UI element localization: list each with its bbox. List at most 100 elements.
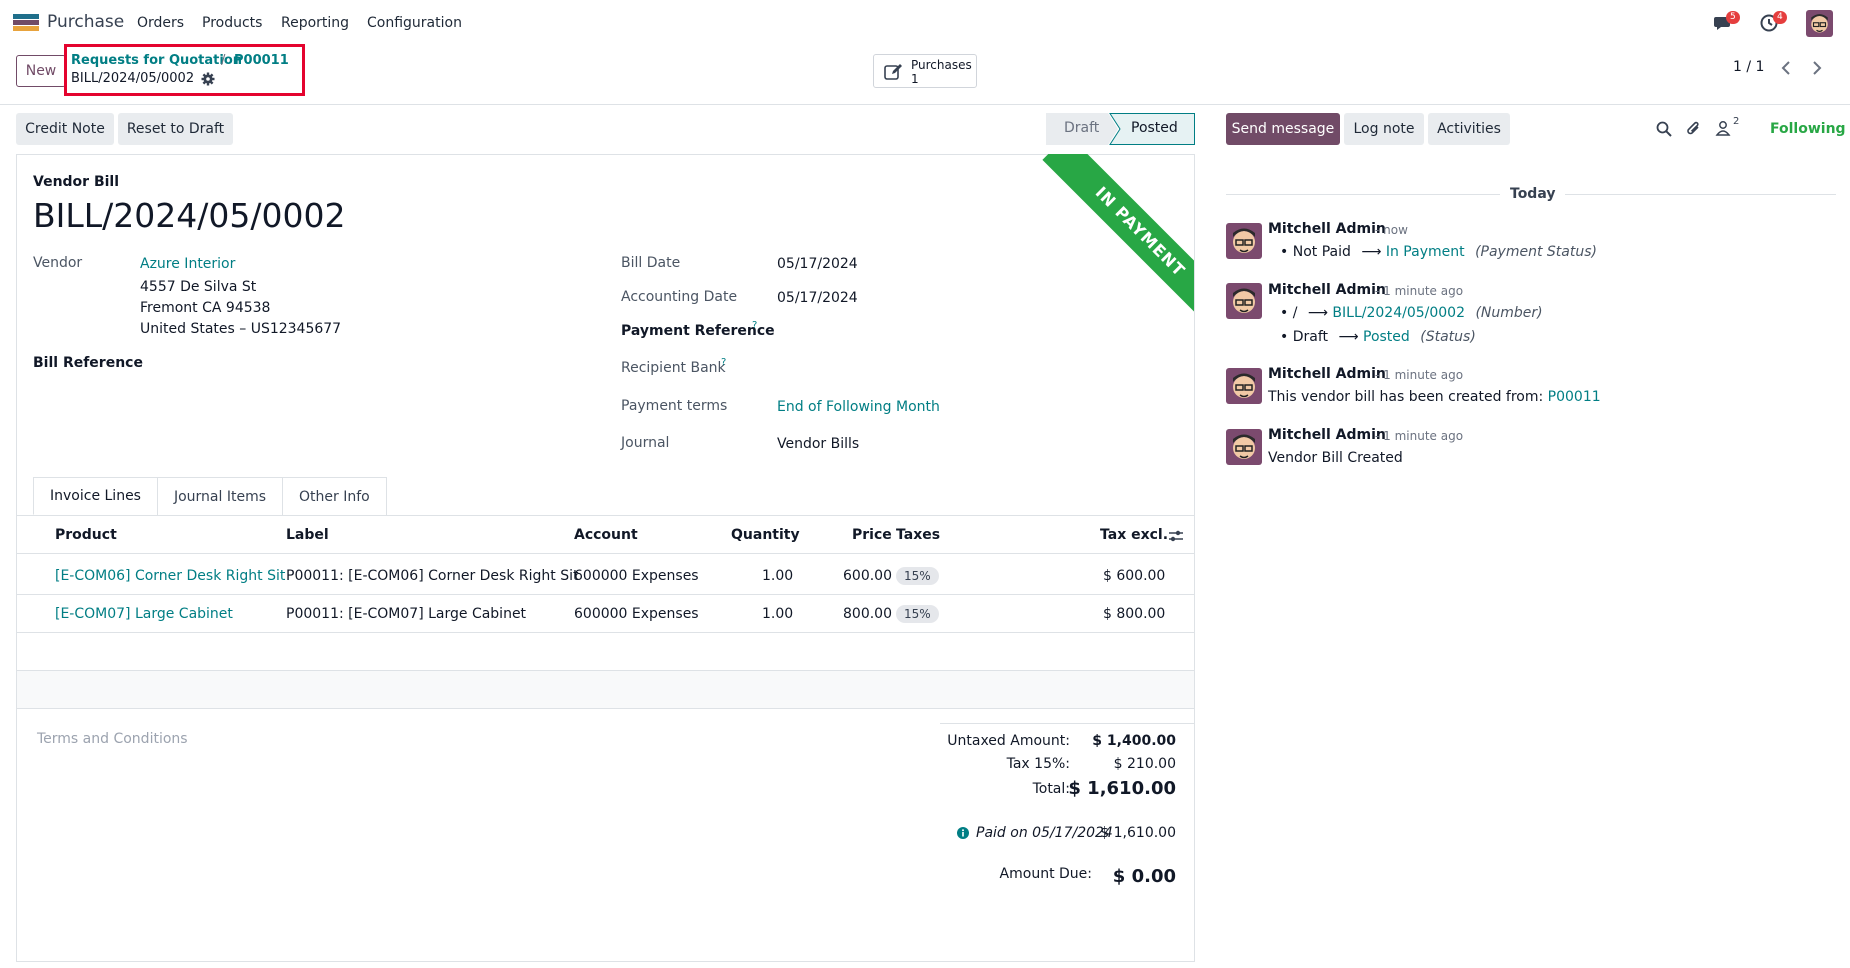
bill-reference-input[interactable]	[140, 352, 580, 376]
message-tracking: • / ⟶ BILL/2024/05/0002 (Number)	[1280, 305, 1543, 321]
col-tax-excl[interactable]: Tax excl.	[1100, 527, 1169, 543]
journal-label: Journal	[621, 435, 670, 451]
accounting-date-value[interactable]: 05/17/2024	[777, 290, 858, 306]
followers-icon[interactable]	[1715, 120, 1731, 140]
menu-orders[interactable]: Orders	[137, 15, 185, 31]
col-quantity[interactable]: Quantity	[731, 527, 800, 543]
col-product[interactable]: Product	[55, 527, 117, 543]
journal-value[interactable]: Vendor Bills	[777, 436, 860, 452]
tax-value: $ 210.00	[1113, 756, 1176, 772]
status-posted[interactable]: Posted	[1131, 120, 1178, 136]
row-divider	[17, 632, 1194, 633]
tracking-field: (Number)	[1475, 305, 1543, 321]
row-product[interactable]: [E-COM07] Large Cabinet	[55, 606, 233, 622]
avatar[interactable]	[1226, 223, 1262, 259]
row-price[interactable]: 800.00	[843, 606, 892, 622]
row-divider	[17, 594, 1194, 595]
terms-and-conditions-input[interactable]: Terms and Conditions	[37, 731, 188, 747]
menu-configuration[interactable]: Configuration	[367, 15, 462, 31]
recipient-bank-label: Recipient Bank	[621, 360, 726, 376]
message-author[interactable]: Mitchell Admin	[1268, 427, 1386, 443]
row-quantity[interactable]: 1.00	[762, 568, 794, 584]
app-name[interactable]: Purchase	[47, 12, 125, 32]
messages-badge: 5	[1726, 11, 1740, 24]
optional-columns-icon[interactable]	[1168, 529, 1184, 547]
send-message-button[interactable]: Send message	[1226, 113, 1340, 145]
col-taxes[interactable]: Taxes	[896, 527, 941, 543]
row-tax-tag[interactable]: 15%	[896, 605, 939, 623]
breadcrumb-highlight	[64, 44, 305, 96]
add-line-row[interactable]	[17, 671, 1194, 708]
pager-prev-icon[interactable]	[1774, 56, 1798, 80]
tracking-field: (Status)	[1420, 329, 1476, 345]
message-author[interactable]: Mitchell Admin	[1268, 221, 1386, 237]
message-time: - 1 minute ago	[1375, 368, 1464, 382]
row-account[interactable]: 600000 Expenses	[574, 606, 699, 622]
tab-journal-items[interactable]: Journal Items	[156, 477, 284, 515]
payment-terms-label: Payment terms	[621, 398, 728, 414]
bill-reference-label: Bill Reference	[33, 355, 143, 371]
tab-other-info[interactable]: Other Info	[282, 477, 387, 515]
row-tax-tag[interactable]: 15%	[896, 567, 939, 585]
message-author[interactable]: Mitchell Admin	[1268, 366, 1386, 382]
tracking-old: /	[1292, 305, 1298, 321]
row-price[interactable]: 600.00	[843, 568, 892, 584]
payment-terms-value[interactable]: End of Following Month	[777, 399, 940, 415]
purchases-smart-button[interactable]: Purchases 1	[873, 54, 977, 88]
notebook-tabs: Invoice Lines Journal Items Other Info	[33, 477, 387, 515]
tracking-new: BILL/2024/05/0002	[1332, 305, 1465, 321]
row-subtotal: $ 600.00	[1103, 568, 1166, 584]
col-price[interactable]: Price	[852, 527, 892, 543]
vendor-address-line1: 4557 De Silva St	[140, 279, 257, 295]
col-account[interactable]: Account	[574, 527, 638, 543]
new-button[interactable]: New	[16, 55, 66, 87]
avatar[interactable]	[1226, 429, 1262, 465]
avatar[interactable]	[1226, 368, 1262, 404]
pager-next-icon[interactable]	[1805, 56, 1829, 80]
tab-invoice-lines[interactable]: Invoice Lines	[33, 477, 158, 515]
message-order-link[interactable]: P00011	[1547, 389, 1601, 405]
menu-reporting[interactable]: Reporting	[281, 15, 350, 31]
bill-date-value[interactable]: 05/17/2024	[777, 256, 858, 272]
recipient-bank-help[interactable]: ?	[721, 357, 727, 368]
col-label[interactable]: Label	[286, 527, 329, 543]
log-note-button[interactable]: Log note	[1344, 113, 1424, 145]
breadcrumb-separator: /	[221, 53, 226, 68]
payment-reference-help[interactable]: ?	[752, 320, 758, 331]
arrow-icon: ⟶	[1307, 305, 1328, 321]
gear-icon[interactable]	[201, 72, 215, 90]
message-text: Vendor Bill Created	[1268, 450, 1403, 466]
amount-due-value: $ 0.00	[1112, 866, 1176, 887]
row-label[interactable]: P00011: [E-COM07] Large Cabinet	[286, 606, 527, 622]
row-quantity[interactable]: 1.00	[762, 606, 794, 622]
vendor-address-line3: United States – US12345677	[140, 321, 342, 337]
row-label[interactable]: P00011: [E-COM06] Corner Desk Right Sit	[286, 568, 579, 584]
search-icon[interactable]	[1656, 121, 1672, 141]
message-author[interactable]: Mitchell Admin	[1268, 282, 1386, 298]
total-label: Total:	[1032, 781, 1070, 797]
tax-label: Tax 15%:	[1006, 756, 1070, 772]
row-account[interactable]: 600000 Expenses	[574, 568, 699, 584]
paperclip-icon[interactable]	[1686, 120, 1702, 142]
paid-on-label: Paid on 05/17/2024	[976, 825, 1113, 841]
message-text: This vendor bill has been created from:	[1268, 389, 1544, 405]
row-product[interactable]: [E-COM06] Corner Desk Right Sit	[55, 568, 286, 584]
tracking-new: In Payment	[1385, 244, 1465, 260]
table-header-divider	[17, 553, 1194, 554]
purchase-app-icon[interactable]	[13, 14, 39, 32]
user-avatar[interactable]	[1806, 10, 1833, 37]
status-draft[interactable]: Draft	[1064, 120, 1100, 136]
avatar[interactable]	[1226, 283, 1262, 319]
vendor-label: Vendor	[33, 255, 83, 271]
info-icon[interactable]	[957, 827, 969, 843]
row-divider	[17, 670, 1194, 671]
menu-products[interactable]: Products	[202, 15, 263, 31]
following-button[interactable]: Following	[1770, 121, 1846, 137]
breadcrumb-order[interactable]: P00011	[234, 53, 289, 68]
pager-value[interactable]: 1 / 1	[1733, 59, 1765, 75]
vendor-link[interactable]: Azure Interior	[140, 256, 236, 272]
credit-note-button[interactable]: Credit Note	[16, 113, 114, 145]
activities-button[interactable]: Activities	[1428, 113, 1510, 145]
breadcrumb-rfq[interactable]: Requests for Quotation	[71, 53, 243, 68]
reset-to-draft-button[interactable]: Reset to Draft	[118, 113, 233, 145]
